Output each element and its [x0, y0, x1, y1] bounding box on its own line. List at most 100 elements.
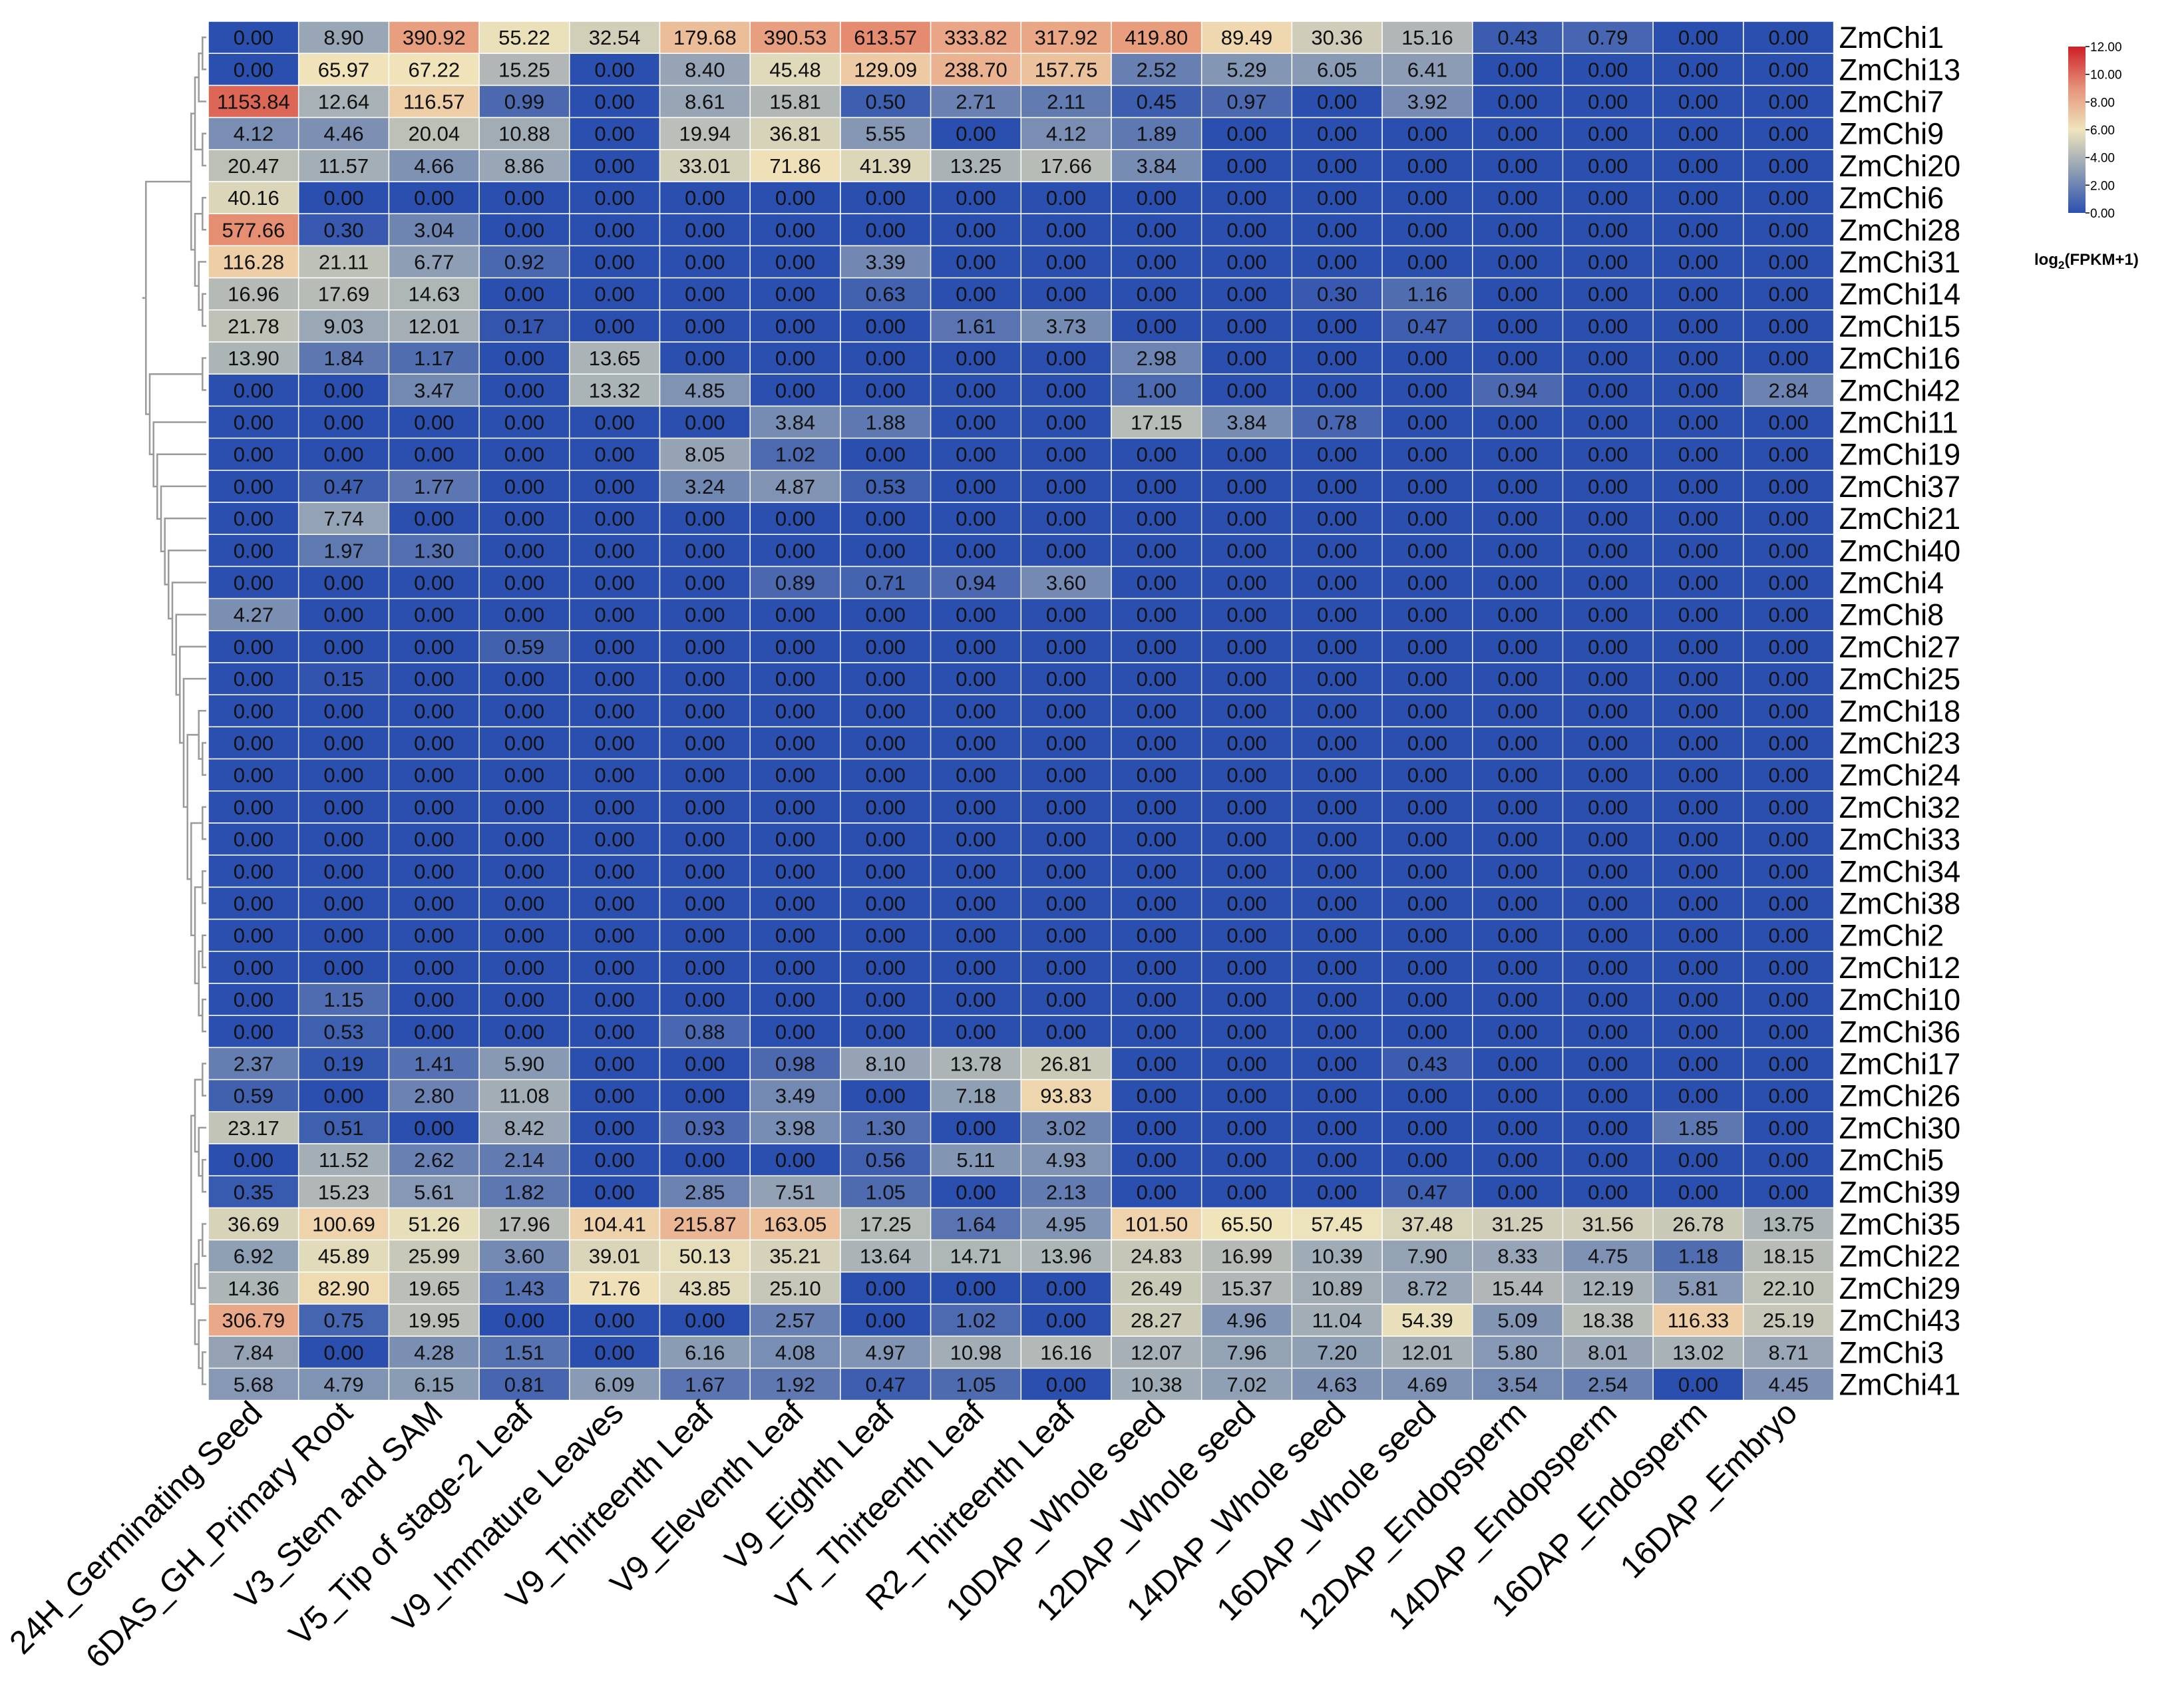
cell-value-label: 0.00	[1497, 764, 1537, 787]
heatmap-cell	[297, 1143, 390, 1176]
cell-value-label: 0.00	[1407, 539, 1447, 562]
cell-value-label: 2.57	[775, 1309, 815, 1332]
cell-value-label: 2.84	[1769, 379, 1809, 402]
cell-value-label: 0.00	[775, 924, 815, 947]
cell-value-label: 0.00	[1497, 122, 1537, 146]
heatmap-cell	[1020, 181, 1112, 214]
heatmap-cell	[478, 566, 570, 599]
heatmap-cell	[840, 470, 932, 503]
heatmap-cell	[1111, 149, 1202, 182]
cell-value-label: 0.00	[1497, 988, 1537, 1011]
cell-value-label: 0.00	[1226, 507, 1266, 530]
cell-value-label: 0.00	[1046, 218, 1086, 242]
heatmap-cell	[840, 405, 932, 439]
dendrogram-branch	[148, 373, 203, 456]
cell-value-label: 0.00	[1497, 411, 1537, 434]
heatmap-cell	[478, 1047, 570, 1081]
cell-value-label: 10.89	[1311, 1277, 1363, 1300]
cell-value-label: 0.00	[866, 796, 906, 819]
heatmap-cell	[1472, 1239, 1564, 1273]
heatmap-cell	[1111, 951, 1202, 984]
heatmap-cell	[930, 790, 1022, 824]
row-label: ZmChi42	[1839, 373, 1961, 407]
cell-value-label: 5.80	[1497, 1341, 1537, 1364]
heatmap-cell	[388, 1143, 480, 1176]
heatmap-cell	[1652, 245, 1744, 279]
heatmap-cell	[1020, 1367, 1112, 1401]
cell-value-label: 0.00	[1407, 572, 1447, 595]
cell-value-label: 0.00	[685, 924, 725, 947]
cell-value-label: 7.18	[956, 1085, 996, 1108]
heatmap-cell	[1200, 822, 1293, 856]
cell-value-label: 0.00	[1407, 154, 1447, 178]
cell-value-label: 0.00	[685, 1085, 725, 1108]
cell-value-label: 0.00	[1497, 1085, 1537, 1108]
cell-value-label: 0.00	[1769, 90, 1809, 114]
cell-value-label: 0.00	[323, 860, 363, 883]
cell-value-label: 0.00	[1678, 764, 1718, 787]
heatmap-cell	[749, 245, 841, 279]
row-label: ZmChi3	[1839, 1335, 1944, 1369]
heatmap-cell	[1743, 21, 1835, 54]
cell-value-label: 0.30	[323, 218, 363, 242]
heatmap-cell	[388, 1047, 480, 1081]
heatmap-cell	[1652, 21, 1744, 54]
heatmap-cell	[1562, 437, 1654, 471]
cell-value-label: 0.00	[1046, 443, 1086, 466]
cell-value-label: 306.79	[222, 1309, 285, 1332]
heatmap-cell	[1472, 21, 1564, 54]
cell-value-label: 215.87	[673, 1213, 737, 1236]
heatmap-cell	[1472, 85, 1564, 118]
cell-value-label: 0.00	[1046, 507, 1086, 530]
cell-value-label: 0.00	[594, 475, 634, 498]
dendrogram-branch	[190, 822, 203, 936]
cell-value-label: 0.00	[1317, 1053, 1357, 1076]
heatmap-cell	[1472, 1367, 1564, 1401]
heatmap-cell	[1020, 1079, 1112, 1112]
cell-value-label: 0.00	[866, 635, 906, 659]
cell-value-label: 5.11	[956, 1148, 995, 1172]
heatmap-cell	[1020, 1015, 1112, 1049]
heatmap-cell	[297, 694, 390, 728]
heatmap-cell	[1020, 437, 1112, 471]
heatmap-cell	[388, 758, 480, 792]
heatmap-cell	[930, 1047, 1022, 1081]
row-label: ZmChi38	[1839, 887, 1961, 921]
heatmap-cell	[1200, 534, 1293, 568]
cell-value-label: 0.00	[594, 218, 634, 242]
cell-value-label: 71.76	[589, 1277, 641, 1300]
cell-value-label: 0.00	[234, 1148, 273, 1172]
heatmap-cell	[1381, 1335, 1473, 1369]
heatmap-cell	[1381, 822, 1473, 856]
heatmap-cell	[1020, 341, 1112, 375]
cell-value-label: 1.77	[414, 475, 454, 498]
cell-value-label: 333.82	[944, 26, 1007, 49]
cell-value-label: 36.81	[769, 122, 821, 146]
cell-value-label: 16.16	[1040, 1341, 1092, 1364]
cell-value-label: 0.00	[594, 154, 634, 178]
cell-value-label: 0.00	[1046, 475, 1086, 498]
cell-value-label: 0.00	[504, 603, 544, 627]
heatmap-cell	[1472, 822, 1564, 856]
cell-value-label: 0.00	[1588, 635, 1628, 659]
heatmap-cell	[1562, 373, 1654, 407]
cell-value-label: 0.00	[1678, 90, 1718, 114]
cell-value-label: 13.90	[228, 347, 279, 370]
cell-value-label: 1.61	[956, 315, 996, 338]
cell-value-label: 93.83	[1040, 1085, 1092, 1108]
heatmap-cell	[1652, 1079, 1744, 1112]
heatmap-cell	[1020, 630, 1112, 663]
cell-value-label: 0.00	[1226, 892, 1266, 916]
heatmap-cell	[930, 1143, 1022, 1176]
heatmap-cell	[1743, 1175, 1835, 1209]
cell-value-label: 13.64	[860, 1245, 912, 1268]
cell-value-label: 0.00	[1137, 956, 1177, 979]
cell-value-label: 0.00	[1046, 1373, 1086, 1397]
row-label: ZmChi26	[1839, 1079, 1961, 1113]
cell-value-label: 0.00	[1678, 635, 1718, 659]
heatmap-cell	[1472, 149, 1564, 182]
cell-value-label: 28.27	[1131, 1309, 1183, 1332]
cell-value-label: 18.15	[1763, 1245, 1815, 1268]
cell-value-label: 0.00	[1588, 732, 1628, 755]
